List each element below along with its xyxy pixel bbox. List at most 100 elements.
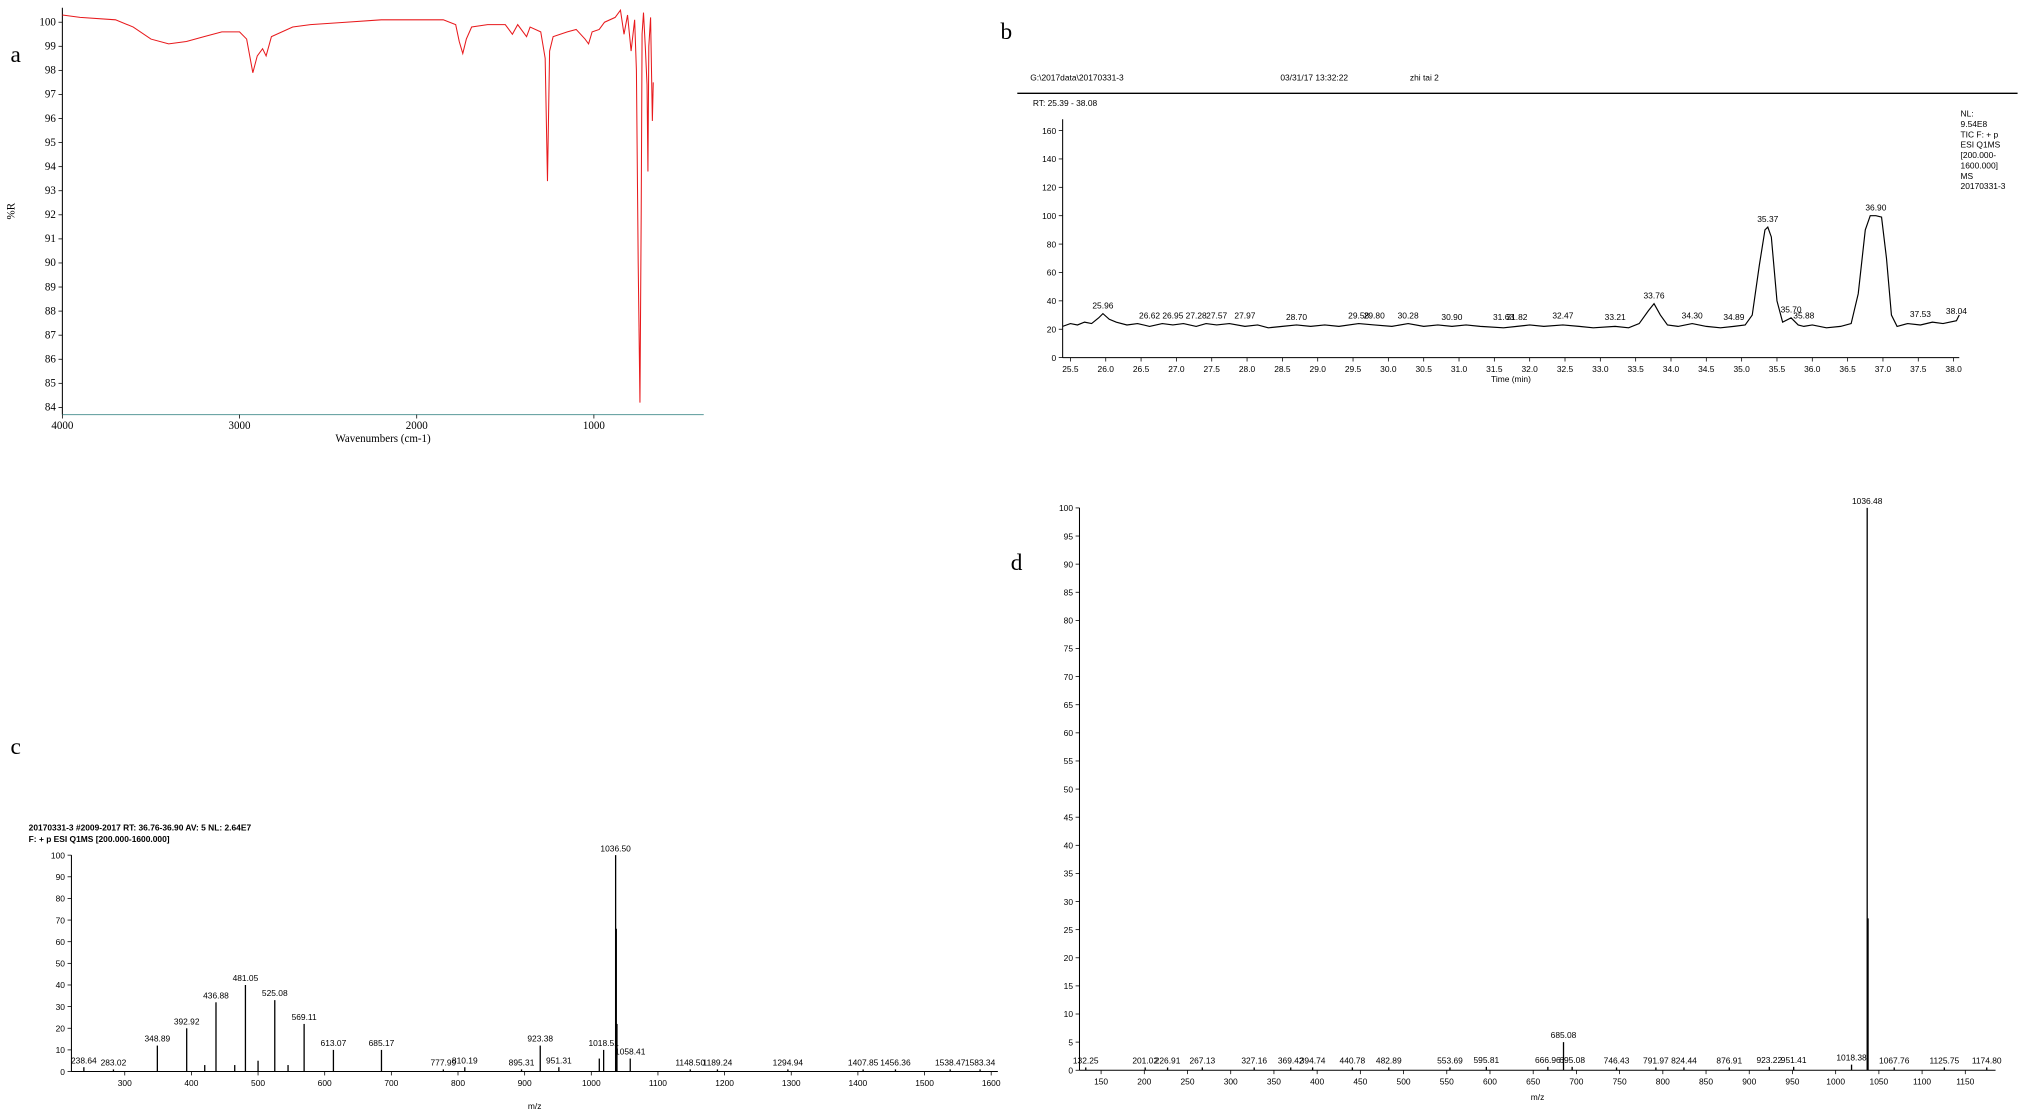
peak-label: 27.28 [1186, 310, 1207, 320]
x-tick-label: 1500 [915, 1078, 934, 1088]
peak-label: 666.96 [1535, 1055, 1561, 1065]
peak-label: 27.97 [1234, 310, 1255, 320]
x-tick-label: 700 [1569, 1076, 1583, 1086]
peak-label: 1294.94 [773, 1057, 804, 1067]
x-tick-label: 650 [1526, 1076, 1540, 1086]
x-tick-label: 37.5 [1910, 364, 1927, 374]
peak-label: 1407.85 [848, 1057, 879, 1067]
x-tick-label: 1600 [982, 1078, 1001, 1088]
peak-label: 33.21 [1605, 312, 1626, 322]
x-tick-label: 27.0 [1168, 364, 1185, 374]
y-tick-label: 90 [45, 257, 56, 269]
x-tick-label: 150 [1094, 1076, 1108, 1086]
x-tick-label: 700 [384, 1078, 398, 1088]
y-tick-label: 75 [1064, 644, 1074, 654]
peak-label: 32.47 [1552, 310, 1573, 320]
x-tick-label: 300 [118, 1078, 132, 1088]
y-tick-label: 140 [1042, 154, 1056, 164]
peak-label: 392.92 [174, 1016, 200, 1026]
info-text: [200.000- [1961, 150, 1997, 160]
peak-label: 33.76 [1644, 291, 1665, 301]
x-tick-label: 32.0 [1521, 364, 1538, 374]
x-tick-label: 27.5 [1204, 364, 1221, 374]
peak-label: 267.13 [1189, 1056, 1215, 1066]
peak-label: 1018.51 [588, 1038, 619, 1048]
info-text: 9.54E8 [1961, 119, 1988, 129]
y-tick-label: 95 [45, 137, 56, 149]
y-tick-label: 87 [45, 329, 56, 341]
y-tick-label: 35 [1064, 869, 1074, 879]
x-tick-label: 1100 [1913, 1076, 1931, 1086]
y-tick-label: 65 [1064, 700, 1074, 710]
x-tick-label: 29.5 [1345, 364, 1362, 374]
x-tick-label: 4000 [51, 420, 74, 432]
peak-label: 923.22 [1756, 1055, 1782, 1065]
x-tick-label: 1000 [582, 1078, 601, 1088]
y-tick-label: 45 [1064, 812, 1074, 822]
info-text: 1600.000] [1961, 160, 1998, 170]
peak-label: 30.28 [1398, 310, 1419, 320]
x-tick-label: 900 [1742, 1076, 1756, 1086]
info-text: TIC F: + p [1961, 129, 1999, 139]
y-tick-label: 40 [56, 980, 66, 990]
x-tick-label: 1200 [715, 1078, 734, 1088]
x-axis-label: m/z [528, 1101, 542, 1111]
peak-label: 1067.76 [1879, 1056, 1910, 1066]
y-tick-label: 40 [1047, 296, 1057, 306]
x-tick-label: 34.5 [1698, 364, 1715, 374]
peak-label: 29.80 [1364, 310, 1385, 320]
panel-label: a [11, 42, 22, 68]
y-axis-label: %R [5, 202, 17, 219]
peak-label: 1058.41 [615, 1047, 646, 1057]
y-tick-label: 80 [1064, 616, 1074, 626]
x-tick-label: 31.0 [1451, 364, 1468, 374]
x-tick-label: 36.0 [1804, 364, 1821, 374]
y-tick-label: 70 [56, 915, 66, 925]
y-tick-label: 30 [1064, 897, 1074, 907]
y-tick-label: 91 [45, 233, 56, 245]
y-tick-label: 100 [39, 16, 56, 28]
y-tick-label: 99 [45, 41, 56, 53]
y-tick-label: 90 [1064, 559, 1074, 569]
peak-label: 25.96 [1092, 300, 1113, 310]
peak-label: 26.95 [1162, 310, 1183, 320]
x-tick-label: 500 [1397, 1076, 1411, 1086]
x-axis-label: m/z [1531, 1092, 1545, 1102]
x-tick-label: 37.0 [1875, 364, 1892, 374]
peak-label: 35.37 [1757, 214, 1778, 224]
peak-label: 226.91 [1155, 1056, 1181, 1066]
peak-label: 613.07 [321, 1038, 347, 1048]
peak-label: 30.90 [1441, 312, 1462, 322]
peak-label: 791.97 [1643, 1056, 1669, 1066]
x-tick-label: 1300 [782, 1078, 801, 1088]
peak-label: 895.31 [509, 1057, 535, 1067]
peak-label: 34.89 [1723, 312, 1744, 322]
peak-label: 876.91 [1716, 1056, 1742, 1066]
y-tick-label: 50 [56, 959, 66, 969]
peak-label: 201.02 [1132, 1056, 1158, 1066]
x-tick-label: 300 [1224, 1076, 1238, 1086]
x-tick-label: 2000 [406, 420, 429, 432]
x-tick-label: 30.0 [1380, 364, 1397, 374]
x-tick-label: 36.5 [1839, 364, 1856, 374]
spectrum-line [62, 8, 654, 403]
x-tick-label: 950 [1785, 1076, 1799, 1086]
header-text: F: + p ESI Q1MS [200.000-1600.000] [29, 834, 170, 844]
y-tick-label: 30 [56, 1002, 66, 1012]
x-tick-label: 29.0 [1310, 364, 1327, 374]
peak-label: 369.42 [1278, 1056, 1304, 1066]
panel-label: c [11, 734, 21, 760]
peak-label: 810.19 [452, 1055, 478, 1065]
peak-label: 238.64 [71, 1055, 97, 1065]
peak-label: 1148.50 [675, 1057, 705, 1067]
y-tick-label: 98 [45, 65, 56, 77]
info-text: 20170331-3 [1961, 181, 2006, 191]
peak-label: 37.53 [1910, 309, 1931, 319]
peak-label: 348.89 [144, 1034, 170, 1044]
y-tick-label: 120 [1042, 183, 1056, 193]
y-tick-label: 55 [1064, 756, 1074, 766]
peak-label: 1125.75 [1929, 1056, 1959, 1066]
peak-label: 685.17 [369, 1038, 395, 1048]
peak-label: 777.99 [430, 1057, 456, 1067]
y-tick-label: 60 [1047, 268, 1057, 278]
